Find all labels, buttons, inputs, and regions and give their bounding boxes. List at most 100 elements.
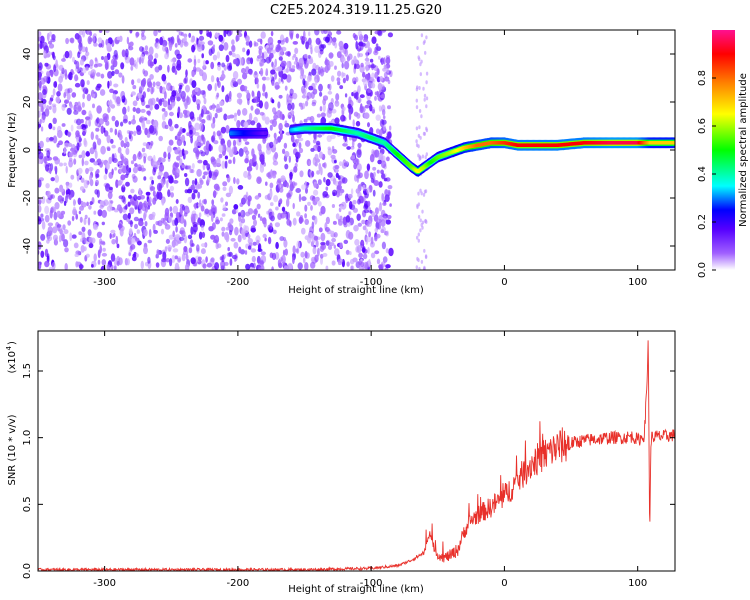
noise-speck bbox=[331, 237, 336, 243]
noise-speck bbox=[139, 195, 145, 200]
noise-speck bbox=[190, 257, 196, 265]
noise-speck bbox=[92, 141, 97, 150]
noise-speck bbox=[156, 249, 160, 257]
noise-speck bbox=[356, 149, 362, 158]
noise-speck bbox=[371, 109, 375, 114]
noise-speck bbox=[171, 65, 176, 73]
noise-speck bbox=[370, 236, 374, 245]
noise-speck bbox=[365, 50, 369, 59]
noise-speck bbox=[320, 30, 325, 35]
noise-speck bbox=[92, 93, 96, 98]
noise-speck bbox=[216, 51, 221, 59]
noise-speck bbox=[42, 85, 47, 90]
noise-speck bbox=[353, 63, 357, 70]
noise-speck bbox=[150, 97, 156, 106]
noise-speck bbox=[245, 35, 250, 42]
noise-speck bbox=[166, 179, 169, 189]
noise-speck bbox=[254, 195, 260, 200]
noise-speck bbox=[41, 114, 46, 124]
noise-speck bbox=[229, 218, 234, 224]
noise-speck bbox=[141, 32, 145, 37]
noise-speck bbox=[111, 238, 116, 245]
noise-speck bbox=[111, 115, 116, 122]
noise-speck bbox=[251, 255, 256, 263]
noise-speck bbox=[327, 90, 333, 95]
noise-speck bbox=[190, 213, 195, 223]
snr-exponent: (x10 4 ) bbox=[5, 341, 18, 374]
noise-speck bbox=[38, 218, 42, 225]
noise-speck bbox=[279, 187, 284, 193]
noise-speck bbox=[311, 170, 315, 178]
noise-speck bbox=[271, 80, 275, 86]
noise-speck bbox=[233, 177, 236, 184]
noise-speck bbox=[317, 247, 320, 257]
noise-speck bbox=[60, 210, 66, 215]
noise-speck bbox=[304, 53, 308, 59]
noise-speck bbox=[377, 82, 383, 91]
noise-speck bbox=[97, 249, 101, 258]
noise-speck bbox=[197, 142, 204, 147]
noise-speck bbox=[417, 153, 420, 158]
noise-speck bbox=[355, 188, 360, 194]
noise-speck bbox=[152, 223, 156, 232]
noise-speck bbox=[189, 168, 194, 174]
noise-speck bbox=[50, 70, 54, 78]
noise-speck bbox=[341, 177, 348, 184]
noise-speck bbox=[237, 78, 242, 85]
noise-speck bbox=[216, 157, 221, 166]
spectrogram-x-tick-label: 100 bbox=[628, 277, 647, 288]
noise-speck bbox=[382, 256, 388, 263]
noise-speck bbox=[357, 169, 361, 177]
noise-speck bbox=[108, 186, 113, 191]
noise-speck bbox=[271, 266, 274, 270]
noise-speck bbox=[133, 130, 137, 136]
noise-speck bbox=[196, 43, 201, 48]
snr-x-tick-label: -100 bbox=[360, 578, 383, 589]
noise-speck bbox=[213, 190, 217, 199]
noise-speck bbox=[335, 213, 340, 220]
noise-speck bbox=[418, 57, 421, 62]
noise-speck bbox=[178, 159, 183, 166]
noise-speck bbox=[214, 112, 218, 119]
noise-speck bbox=[248, 40, 253, 48]
noise-speck bbox=[145, 104, 150, 109]
noise-speck bbox=[61, 58, 66, 62]
noise-speck bbox=[273, 132, 277, 139]
noise-speck bbox=[314, 215, 318, 225]
noise-speck bbox=[205, 256, 208, 263]
noise-speck bbox=[228, 159, 232, 164]
noise-speck bbox=[139, 85, 145, 91]
noise-speck bbox=[265, 181, 268, 186]
noise-speck bbox=[421, 220, 425, 225]
noise-speck bbox=[341, 71, 344, 79]
noise-speck bbox=[222, 181, 228, 187]
noise-speck bbox=[352, 199, 357, 205]
noise-speck bbox=[314, 45, 320, 54]
noise-speck bbox=[305, 140, 311, 147]
noise-speck bbox=[187, 234, 193, 240]
noise-speck bbox=[325, 265, 329, 270]
noise-speck bbox=[337, 70, 342, 77]
noise-speck bbox=[315, 158, 321, 163]
noise-speck bbox=[420, 191, 423, 196]
noise-speck bbox=[177, 257, 182, 263]
noise-speck bbox=[75, 60, 80, 70]
noise-speck bbox=[420, 114, 423, 119]
noise-speck bbox=[104, 61, 109, 71]
noise-speck bbox=[339, 205, 343, 210]
noise-speck bbox=[272, 229, 277, 235]
noise-speck bbox=[361, 219, 366, 225]
noise-speck bbox=[127, 212, 131, 220]
noise-speck bbox=[143, 246, 148, 255]
noise-speck bbox=[305, 80, 308, 90]
noise-speck bbox=[126, 141, 130, 148]
noise-speck bbox=[102, 247, 106, 252]
noise-speck bbox=[252, 241, 257, 246]
noise-speck bbox=[352, 207, 358, 213]
noise-speck bbox=[339, 85, 344, 90]
noise-speck bbox=[231, 254, 238, 260]
noise-speck bbox=[155, 124, 159, 131]
noise-speck bbox=[103, 174, 108, 180]
noise-speck bbox=[265, 68, 269, 77]
noise-speck bbox=[118, 164, 124, 169]
